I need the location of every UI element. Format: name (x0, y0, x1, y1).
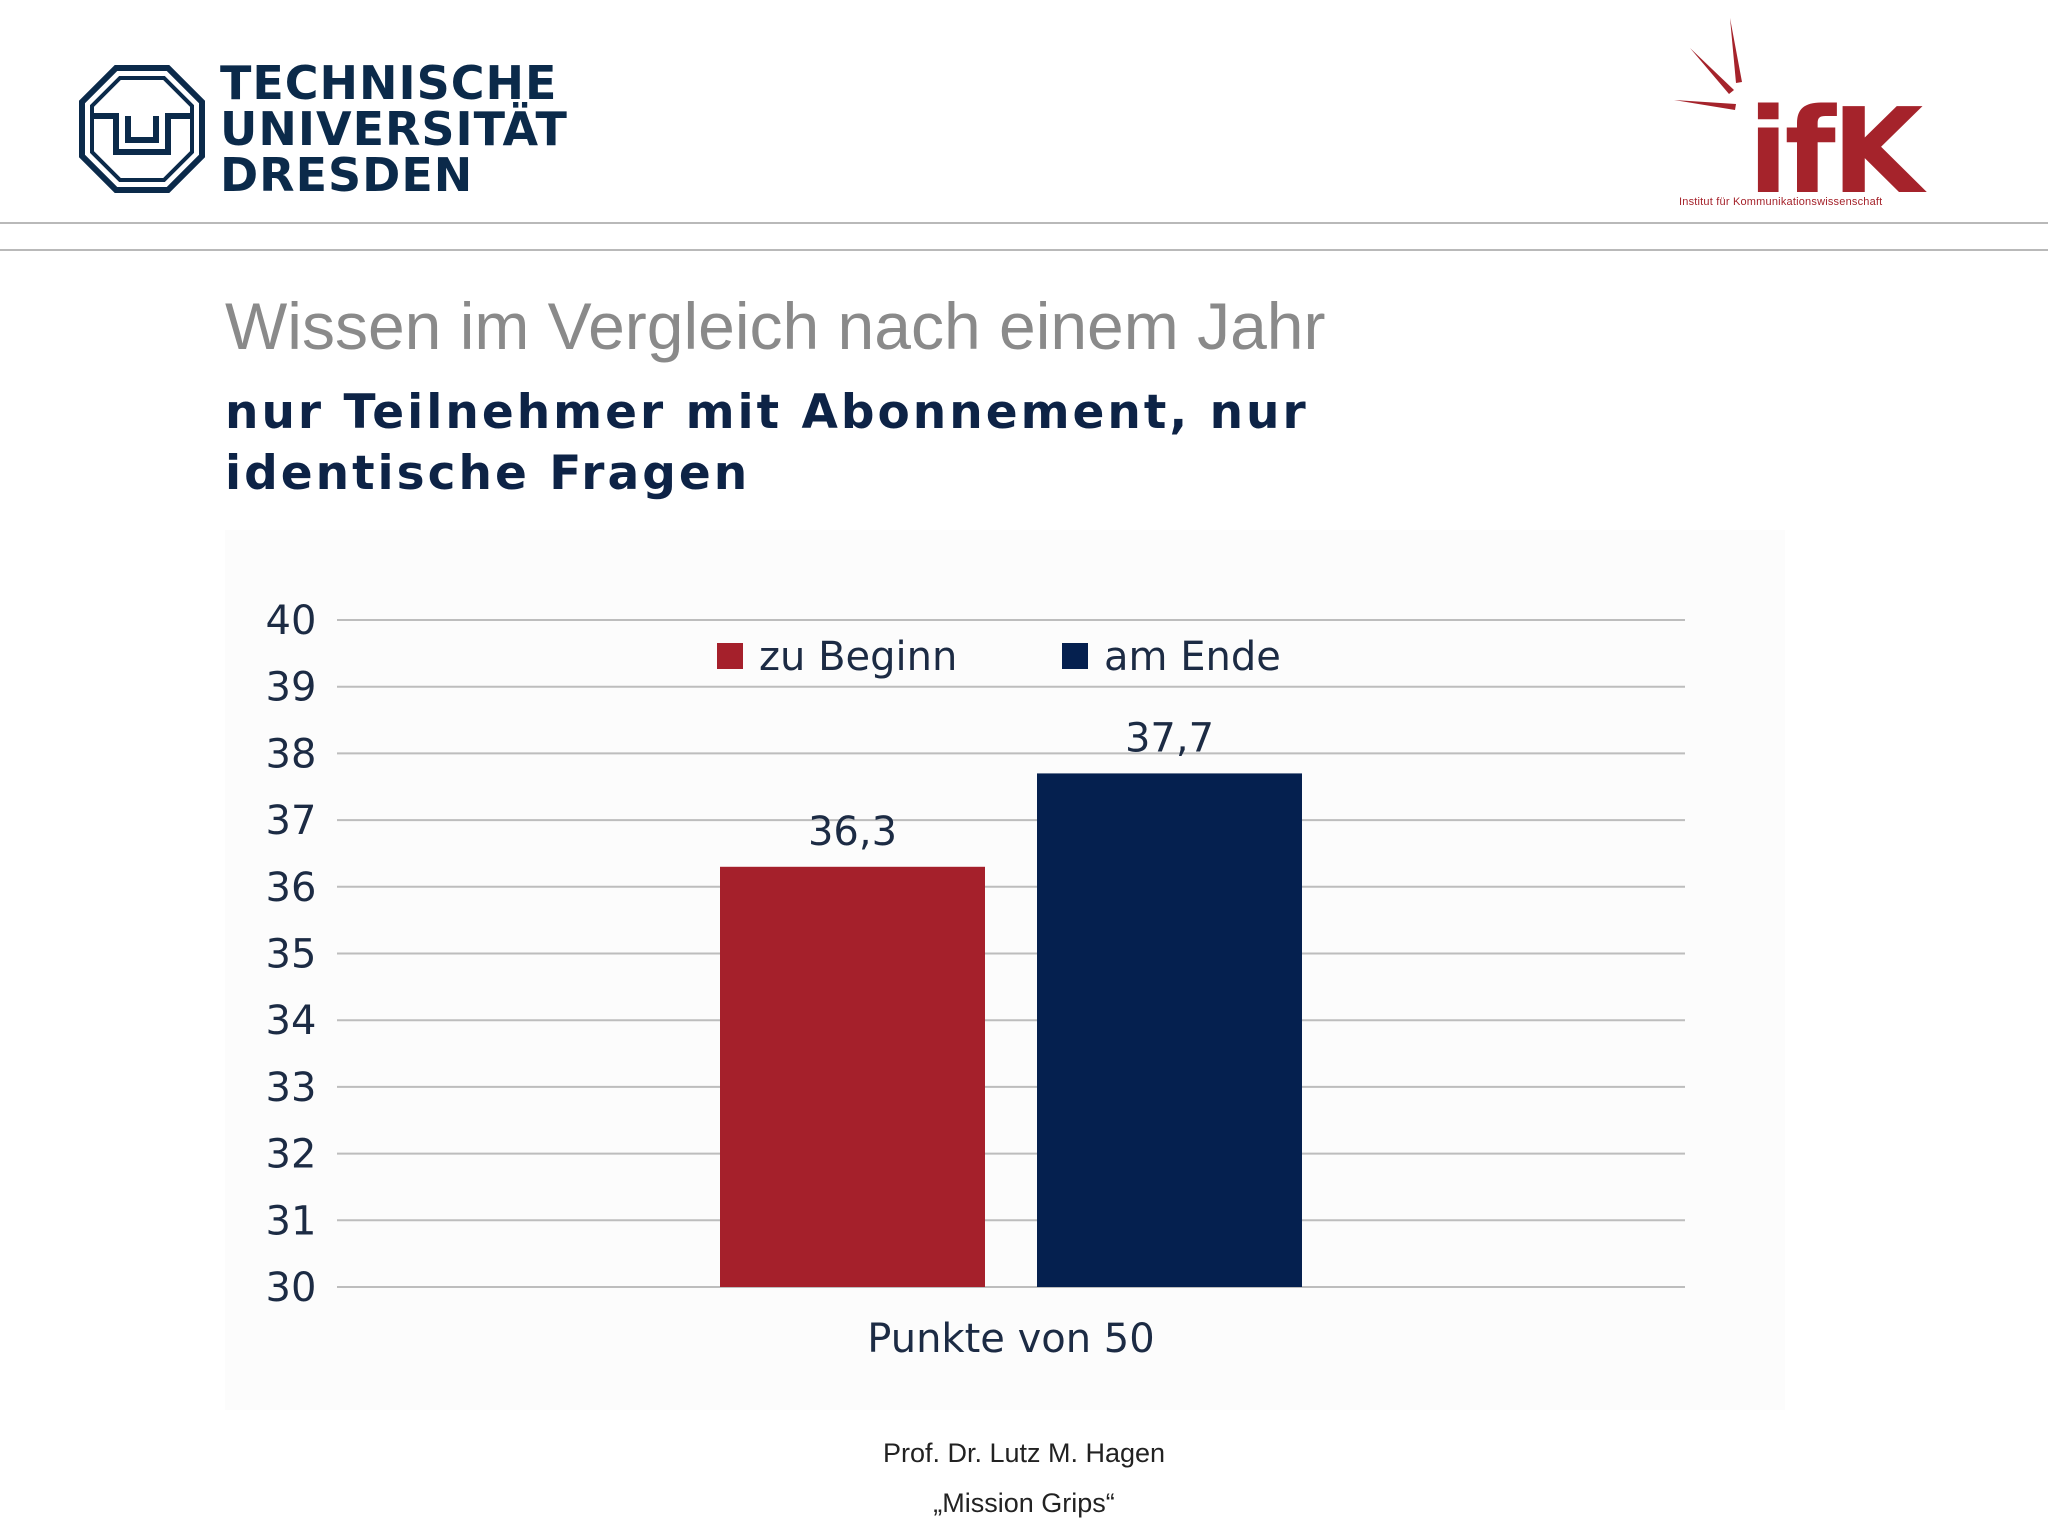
y-tick-label: 40 (266, 598, 317, 644)
bar-chart-svg: 40 39 38 37 36 35 34 33 32 31 30 36,3 37,7 Punkte von… (266, 598, 1685, 1362)
slide-header: TECHNISCHE UNIVERSITÄT DRESDEN ifK Insti… (0, 0, 2048, 222)
tud-logo-line-3: DRESDEN (220, 148, 474, 202)
footer-author: Prof. Dr. Lutz M. Hagen (882, 1438, 1166, 1468)
y-tick-label: 39 (266, 665, 317, 711)
y-tick-label: 33 (266, 1065, 317, 1111)
legend-swatch (717, 643, 743, 669)
legend-label: zu Beginn (759, 634, 957, 680)
ifk-logo-icon: ifK (1674, 18, 1932, 212)
y-tick-label: 30 (266, 1265, 317, 1311)
slide-subtitle: nur Teilnehmer mit Abonnement, nur ident… (225, 385, 1309, 501)
tud-shield-icon (79, 65, 205, 193)
tud-logo-line-2: UNIVERSITÄT (220, 102, 568, 156)
y-tick-label: 31 (266, 1198, 317, 1244)
tud-logo-text: TECHNISCHE UNIVERSITÄT DRESDEN (220, 60, 568, 198)
tud-logo-line-1: TECHNISCHE (220, 56, 558, 110)
legend-label: am Ende (1104, 634, 1281, 680)
legend-swatch (1062, 643, 1088, 669)
bar (1037, 773, 1302, 1287)
y-tick-label: 35 (266, 932, 317, 978)
y-tick-label: 38 (266, 731, 317, 777)
x-category-label: Punkte von 50 (867, 1316, 1154, 1362)
slide-title: Wissen im Vergleich nach einem Jahr (225, 289, 1326, 363)
header-divider-bottom (0, 249, 2048, 251)
data-label: 36,3 (808, 809, 897, 855)
y-tick-label: 37 (266, 798, 317, 844)
data-label: 37,7 (1125, 715, 1214, 761)
bar-chart: 40 39 38 37 36 35 34 33 32 31 30 36,3 37,7 Punkte von… (225, 530, 1785, 1410)
y-tick-label: 36 (266, 865, 317, 911)
y-tick-label: 32 (266, 1132, 317, 1178)
bar (720, 866, 985, 1287)
ifk-logo-letters: ifK (1748, 82, 1928, 212)
footer-project: „Mission Grips“ (933, 1488, 1115, 1518)
header-divider-top (0, 222, 2048, 224)
y-tick-label: 34 (266, 998, 317, 1044)
ifk-subtitle: Institut für Kommunikationswissenschaft (1679, 196, 1883, 208)
